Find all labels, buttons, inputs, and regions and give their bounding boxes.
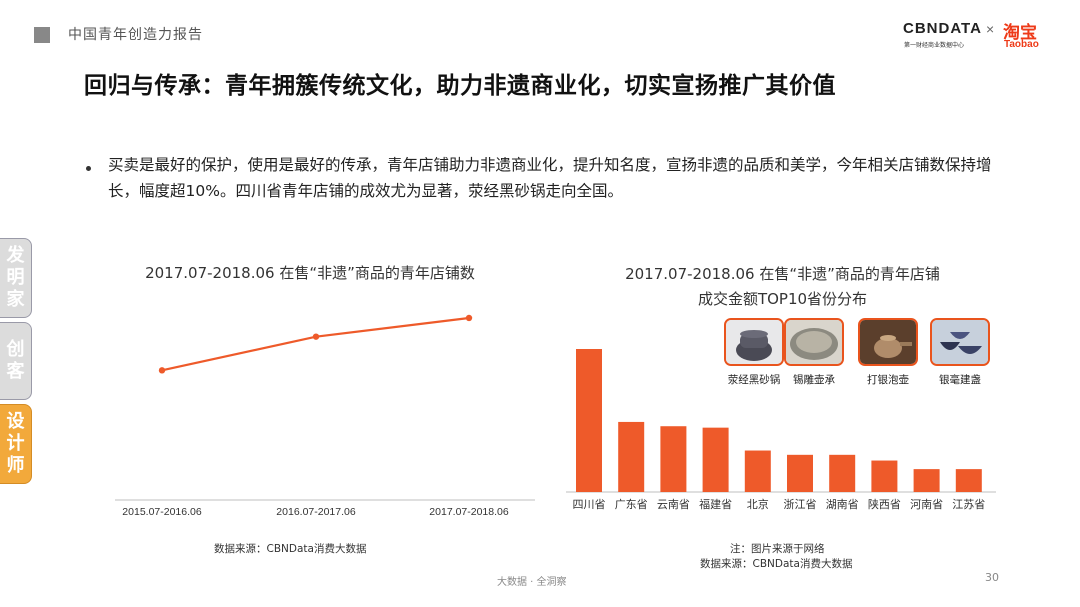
bar — [913, 469, 940, 492]
bullet-icon — [86, 166, 91, 171]
data-point — [465, 314, 473, 322]
side-tab-label: 发明家 — [6, 245, 25, 310]
bar-chart-title: 2017.07-2018.06 在售“非遗”商品的青年店铺 成交金额TOP10省… — [570, 262, 995, 312]
side-tab-label: 设计师 — [6, 411, 25, 476]
bar — [702, 427, 729, 492]
header-square-icon — [34, 27, 50, 43]
bar — [829, 454, 856, 492]
page-number: 30 — [985, 571, 999, 584]
bar — [955, 469, 982, 492]
x-tick-label: 云南省 — [657, 498, 690, 511]
line-chart-source: 数据来源：CBNData消费大数据 — [214, 543, 367, 555]
side-tab-label: 创客 — [6, 339, 25, 382]
bar-chart-title-line2: 成交金额TOP10省份分布 — [697, 290, 868, 308]
data-point — [158, 367, 166, 374]
brand-logo: CBNDATA 第一财经商业数据中心 × 淘宝 Taobao — [903, 18, 1053, 58]
footer-slogan: 大数据 · 全洞察 — [497, 577, 567, 588]
product-thumb-1 — [724, 318, 784, 366]
summary-text: 买卖是最好的保护，使用是最好的传承，青年店铺助力非遗商业化，提升知名度，宣扬非遗… — [108, 156, 992, 200]
page-title: 回归与传承：青年拥簇传统文化，助力非遗商业化，切实宣扬推广其价值 — [84, 73, 836, 99]
bar — [576, 349, 602, 492]
image-source-note: 注：图片来源于网络 — [730, 543, 825, 555]
x-tick-label: 2017.07-2018.06 — [429, 506, 509, 518]
taobao-logo-en: Taobao — [1004, 39, 1039, 50]
series-line — [161, 316, 470, 372]
x-tick-label: 2015.07-2016.06 — [122, 506, 202, 518]
report-title: 中国青年创造力报告 — [68, 27, 203, 43]
brand-separator: × — [986, 21, 995, 37]
bar-chart: 四川省 广东省 云南省 福建省 北京 浙江省 湖南省 陕西省 河南省 江苏省 — [566, 349, 996, 511]
silver-teapot-photo-icon — [858, 318, 918, 366]
cbndata-subtitle: 第一财经商业数据中心 — [904, 42, 965, 49]
x-tick-label: 北京 — [747, 497, 769, 511]
product-thumb-4 — [930, 318, 990, 366]
product-label: 银毫建盏 — [939, 374, 981, 386]
bar — [871, 460, 898, 492]
taobao-logo: 淘宝 — [1003, 23, 1037, 43]
line-chart-title: 2017.07-2018.06 在售“非遗”商品的青年店铺数 — [145, 264, 475, 282]
bar-chart-source: 数据来源：CBNData消费大数据 — [700, 558, 853, 570]
data-point — [312, 333, 320, 340]
x-tick-label: 2016.07-2017.06 — [276, 506, 356, 518]
x-tick-label: 广东省 — [615, 498, 648, 511]
x-tick-label: 四川省 — [573, 498, 606, 511]
bar — [618, 421, 645, 492]
bar-chart-title-line1: 2017.07-2018.06 在售“非遗”商品的青年店铺 — [625, 265, 940, 283]
x-tick-label: 陕西省 — [868, 497, 901, 511]
tea-bowl-photo-icon — [930, 318, 990, 366]
x-tick-label: 江苏省 — [952, 498, 985, 511]
x-tick-label: 湖南省 — [826, 498, 859, 511]
x-tick-label: 浙江省 — [784, 498, 817, 511]
cbndata-logo: CBNDATA — [903, 20, 982, 37]
bar — [660, 426, 687, 492]
product-thumb-3 — [858, 318, 918, 366]
line-chart: 2015.07-2016.06 2016.07-2017.06 2017.07-20… — [115, 314, 535, 518]
product-label: 打银泡壶 — [867, 374, 909, 386]
bar — [744, 450, 771, 492]
tin-tray-photo-icon — [784, 318, 844, 366]
x-tick-label: 河南省 — [910, 498, 943, 511]
x-tick-label: 福建省 — [699, 497, 732, 511]
product-thumb-2 — [784, 318, 844, 366]
side-tab-creator[interactable]: 创客 — [0, 322, 32, 400]
black-clay-pot-photo-icon — [724, 318, 784, 366]
side-tab-inventor[interactable]: 发明家 — [0, 238, 32, 318]
product-label: 荥经黑砂锅 — [727, 374, 781, 386]
product-label: 锡雕壶承 — [793, 374, 835, 386]
bar — [787, 454, 813, 492]
side-tab-designer[interactable]: 设计师 — [0, 404, 32, 484]
